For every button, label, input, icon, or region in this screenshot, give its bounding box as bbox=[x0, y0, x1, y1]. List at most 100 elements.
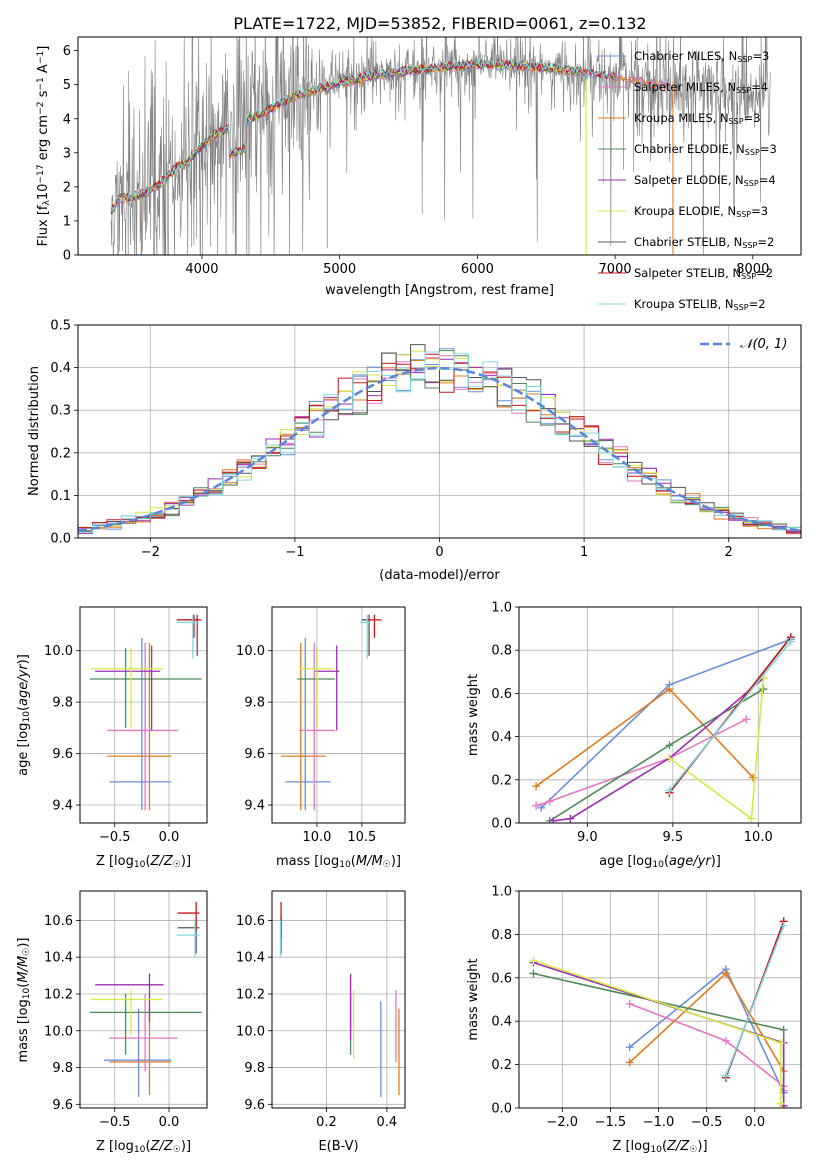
legend: Chabrier MILES, NSSP=3 Salpeter MILES, NS… bbox=[598, 49, 777, 312]
y-tick-label: 10.2 bbox=[236, 987, 265, 1002]
gridlines bbox=[519, 890, 801, 1109]
errorbar-point bbox=[109, 1008, 172, 1096]
x-tick-label: −1.0 bbox=[643, 1115, 675, 1130]
errorbar-point bbox=[298, 648, 334, 728]
gridlines bbox=[272, 607, 405, 823]
axes-age-vs-Z: −0.5 0.0 9.4 9.6 9.8 10.0 Z [log10(Z/Z☉)] age [… bbox=[16, 606, 208, 870]
errorbar-point bbox=[95, 645, 161, 731]
weight-marker bbox=[532, 782, 541, 791]
x-tick-label: 0.0 bbox=[159, 1115, 180, 1130]
x-tick-label: 0.0 bbox=[744, 1115, 765, 1130]
gridlines bbox=[519, 606, 801, 824]
y-tick-label: 9.6 bbox=[52, 747, 73, 762]
x-tick-label: 8000 bbox=[736, 262, 769, 277]
x-tick-label: 7000 bbox=[599, 262, 632, 277]
x-tick-label: 2 bbox=[725, 545, 733, 560]
errorbar-point bbox=[90, 990, 163, 1035]
weight-marker bbox=[665, 685, 674, 694]
weight-marker bbox=[625, 999, 634, 1008]
plot-area bbox=[279, 902, 400, 1097]
legend-label: Salpeter MILES, NSSP=4 bbox=[634, 80, 768, 95]
y-tick-label: 10.4 bbox=[44, 951, 73, 966]
y-axis-label: age [log10(age/yr)] bbox=[16, 654, 32, 776]
y-tick-label: 9.6 bbox=[244, 1098, 265, 1113]
ticks: −2.0 −1.5 −1.0 −0.5 0.0 0.0 0.2 0.4 0.6 0.8 1.0 bbox=[491, 885, 765, 1131]
y-tick-label: 0.0 bbox=[50, 532, 71, 547]
axes-mass-weight-vs-Z: −2.0 −1.5 −1.0 −0.5 0.0 0.0 0.2 0.4 0.6 0.8 1.0 Z [… bbox=[466, 885, 802, 1155]
weight-marker bbox=[779, 921, 788, 930]
weight-marker bbox=[529, 969, 538, 978]
y-tick-label: 0.0 bbox=[491, 1102, 512, 1117]
y-tick-label: 0.0 bbox=[491, 817, 512, 832]
axes-residuals: −2 −1 0 1 2 0.0 0.1 0.2 0.3 0.4 0.5 (data-model)/er… bbox=[27, 319, 802, 583]
errorbar-point bbox=[95, 973, 164, 1022]
plot-area bbox=[110, 37, 771, 255]
y-tick-label: 9.4 bbox=[52, 799, 73, 814]
x-tick-label: 10.0 bbox=[302, 830, 331, 845]
weight-line bbox=[668, 678, 765, 821]
errorbar-point bbox=[360, 614, 371, 659]
plot-area bbox=[78, 344, 801, 535]
plot-area bbox=[89, 614, 202, 811]
weight-line bbox=[725, 925, 785, 1076]
errorbar-point bbox=[298, 643, 335, 811]
x-tick-label: 0.2 bbox=[316, 1115, 337, 1130]
x-axis-label: E(B-V) bbox=[318, 1139, 358, 1154]
errorbar-point bbox=[109, 637, 172, 811]
axes-frame bbox=[271, 606, 406, 824]
y-tick-label: 5 bbox=[63, 78, 71, 93]
y-axis-label: mass [log10(M/M☉)] bbox=[16, 938, 32, 1063]
y-tick-label: 9.6 bbox=[52, 1098, 73, 1113]
axes-frame bbox=[79, 606, 208, 824]
axes-frame bbox=[518, 890, 802, 1109]
gridlines bbox=[80, 607, 207, 823]
y-axis-label: Flux [fλ10−17 erg cm−2 s−1 A−1] bbox=[36, 46, 52, 247]
axes-frame bbox=[518, 606, 802, 824]
errorbar-point bbox=[89, 993, 202, 1055]
ticks: −2 −1 0 1 2 0.0 0.1 0.2 0.3 0.4 0.5 bbox=[50, 319, 733, 561]
errorbar-point bbox=[103, 1008, 172, 1097]
y-tick-label: 10.6 bbox=[44, 914, 73, 929]
y-axis-label: Normed distribution bbox=[27, 366, 42, 496]
ticks: 10.0 10.5 9.4 9.6 9.8 10.0 bbox=[236, 644, 376, 845]
normal-curve bbox=[78, 366, 801, 532]
legend-label: Salpeter STELIB, NSSP=2 bbox=[634, 266, 773, 281]
x-tick-label: 10.5 bbox=[347, 830, 376, 845]
weight-marker bbox=[625, 1043, 634, 1052]
x-tick-label: 0.0 bbox=[159, 830, 180, 845]
y-tick-label: 10.2 bbox=[44, 987, 73, 1002]
x-axis-label: Z [log10(Z/Z☉)] bbox=[96, 1139, 191, 1155]
axes-frame bbox=[77, 324, 802, 539]
weight-marker bbox=[721, 969, 730, 978]
x-tick-label: −2 bbox=[141, 545, 160, 560]
weight-marker bbox=[665, 754, 674, 763]
y-tick-label: 9.8 bbox=[244, 696, 265, 711]
errorbar-point bbox=[177, 614, 202, 638]
y-tick-label: 0.8 bbox=[491, 928, 512, 943]
x-axis-label: wavelength [Angstrom, rest frame] bbox=[325, 283, 554, 298]
weight-marker bbox=[721, 1036, 730, 1045]
x-tick-label: −1.5 bbox=[595, 1115, 627, 1130]
legend-label: Salpeter ELODIE, NSSP=4 bbox=[634, 173, 776, 188]
ticks: −0.5 0.0 9.6 9.8 10.0 10.2 10.4 10.6 bbox=[44, 914, 179, 1130]
y-tick-label: 10.4 bbox=[236, 951, 265, 966]
axes-frame bbox=[77, 36, 802, 256]
y-tick-label: 10.6 bbox=[236, 914, 265, 929]
x-tick-label: −0.5 bbox=[99, 1115, 131, 1130]
x-tick-label: 4000 bbox=[185, 262, 218, 277]
x-axis-label: Z [log10(Z/Z☉)] bbox=[96, 854, 191, 870]
y-axis-label: mass weight bbox=[466, 958, 481, 1040]
errorbar-point bbox=[177, 902, 200, 930]
weight-marker bbox=[566, 814, 575, 823]
errorbar-point bbox=[366, 614, 382, 638]
errorbar-point bbox=[176, 920, 200, 958]
axes-frame bbox=[79, 890, 208, 1109]
y-tick-label: 0.1 bbox=[50, 489, 71, 504]
y-tick-label: 10.0 bbox=[236, 1024, 265, 1039]
y-tick-label: 0.8 bbox=[491, 644, 512, 659]
errorbar-point bbox=[315, 645, 340, 731]
model-line bbox=[110, 57, 616, 212]
legend-label: Chabrier MILES, NSSP=3 bbox=[634, 49, 769, 64]
y-tick-label: 6 bbox=[63, 44, 71, 59]
